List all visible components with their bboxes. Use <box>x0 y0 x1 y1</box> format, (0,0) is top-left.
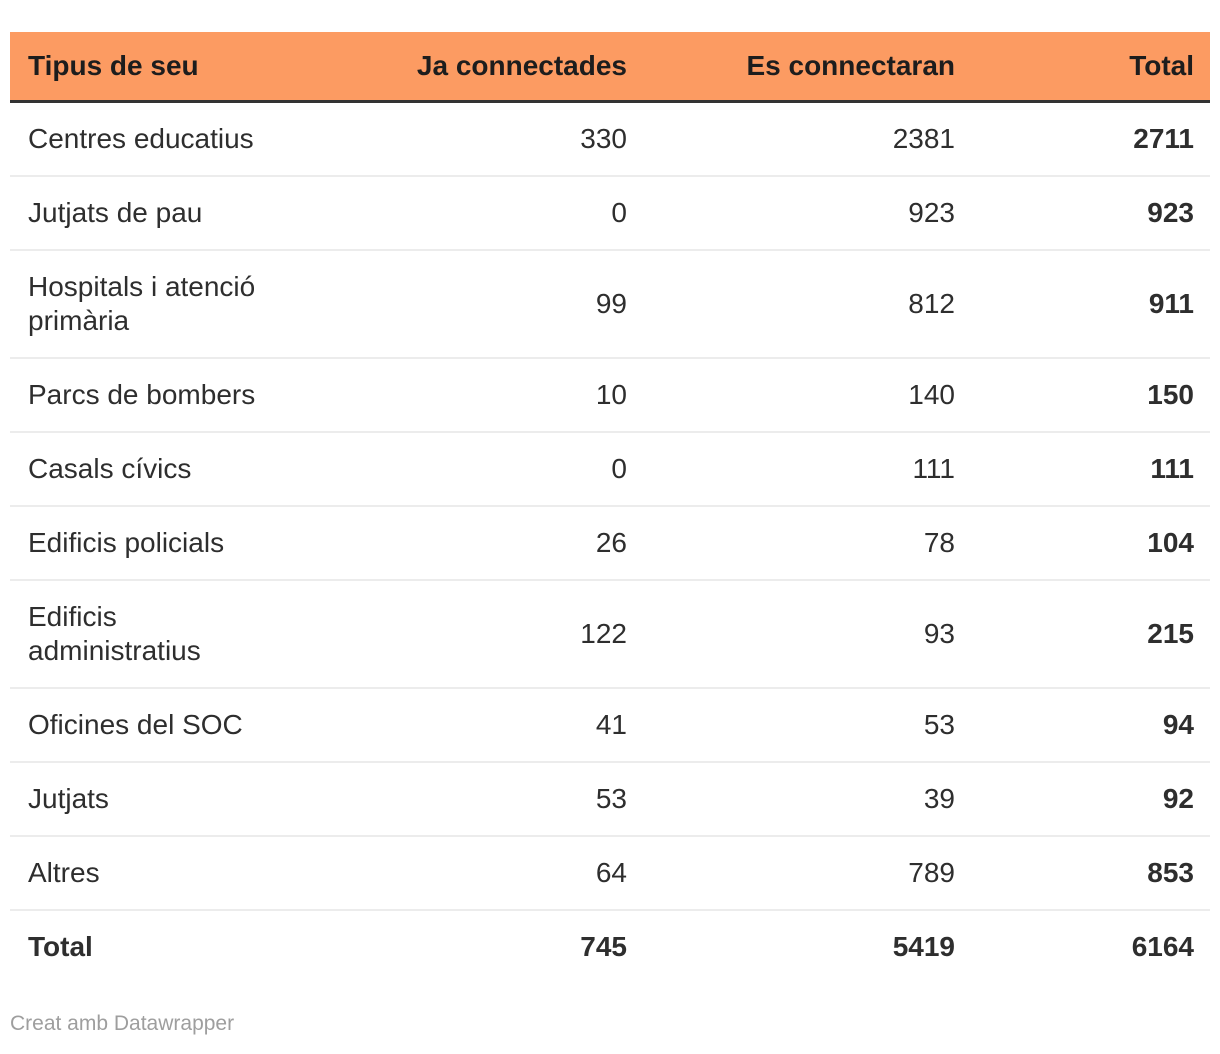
cell-total: 853 <box>1147 857 1194 888</box>
row-label: Edificis policials <box>28 527 225 558</box>
credit-line: Creat amb Datawrapper <box>10 1011 1210 1037</box>
cell-ja-connectades: 330 <box>580 123 627 154</box>
row-edificis-policials: Edificis policials 26 78 104 <box>10 506 1210 580</box>
row-hospitals-i-atencio-primaria: Hospitals i atenció primària 99 812 911 <box>10 250 1210 358</box>
row-label: Altres <box>28 857 100 888</box>
cell-total: 92 <box>1162 783 1194 814</box>
cell-ja-connectades: 745 <box>580 931 627 962</box>
cell-ja-connectades: 64 <box>595 857 627 888</box>
cell-total: 923 <box>1147 197 1194 228</box>
header-row: Tipus de seu Ja connectades Es connectar… <box>10 32 1210 103</box>
row-label: Hospitals i atenció primària <box>28 271 256 336</box>
cell-ja-connectades: 122 <box>580 618 627 649</box>
row-label: Total <box>28 931 93 962</box>
row-label: Jutjats de pau <box>28 197 203 228</box>
row-casals-civics: Casals cívics 0 111 111 <box>10 432 1210 506</box>
cell-total: 104 <box>1147 527 1194 558</box>
column-header-tipus-de-seu: Tipus de seu <box>10 32 316 103</box>
total-row: Total 745 5419 6164 <box>10 910 1210 983</box>
cell-total: 6164 <box>1131 931 1194 962</box>
row-label: Casals cívics <box>28 453 192 484</box>
cell-ja-connectades: 0 <box>611 197 627 228</box>
cell-ja-connectades: 53 <box>595 783 627 814</box>
cell-ja-connectades: 0 <box>611 453 627 484</box>
row-label: Edificis administratius <box>28 601 201 666</box>
row-parcs-de-bombers: Parcs de bombers 10 140 150 <box>10 358 1210 432</box>
cell-es-connectaran: 812 <box>908 288 955 319</box>
cell-total: 94 <box>1162 709 1194 740</box>
cell-total: 111 <box>1150 453 1194 484</box>
row-oficines-del-soc: Oficines del SOC 41 53 94 <box>10 688 1210 762</box>
cell-es-connectaran: 53 <box>923 709 955 740</box>
cell-es-connectaran: 140 <box>908 379 955 410</box>
cell-total: 215 <box>1147 618 1194 649</box>
row-label: Parcs de bombers <box>28 379 256 410</box>
cell-es-connectaran: 789 <box>908 857 955 888</box>
row-label: Centres educatius <box>28 123 254 154</box>
cell-total: 150 <box>1147 379 1194 410</box>
cell-total: 911 <box>1148 288 1194 319</box>
row-centres-educatius: Centres educatius 330 2381 2711 <box>10 102 1210 177</box>
cell-ja-connectades: 26 <box>595 527 627 558</box>
row-jutjats-de-pau: Jutjats de pau 0 923 923 <box>10 176 1210 250</box>
cell-es-connectaran: 5419 <box>892 931 955 962</box>
row-label: Jutjats <box>28 783 109 814</box>
column-header-ja-connectades: Ja connectades <box>316 32 643 103</box>
cell-es-connectaran: 111 <box>912 453 955 484</box>
cell-es-connectaran: 39 <box>923 783 955 814</box>
data-table: Tipus de seu Ja connectades Es connectar… <box>10 32 1210 983</box>
cell-total: 2711 <box>1133 123 1194 154</box>
row-edificis-administratius: Edificis administratius 122 93 215 <box>10 580 1210 688</box>
cell-ja-connectades: 99 <box>595 288 627 319</box>
cell-ja-connectades: 41 <box>595 709 627 740</box>
credit-text: Creat amb Datawrapper <box>10 1012 235 1035</box>
column-header-total: Total <box>971 32 1210 103</box>
cell-es-connectaran: 2381 <box>892 123 955 154</box>
cell-ja-connectades: 10 <box>595 379 627 410</box>
row-altres: Altres 64 789 853 <box>10 836 1210 910</box>
row-jutjats: Jutjats 53 39 92 <box>10 762 1210 836</box>
cell-es-connectaran: 78 <box>923 527 955 558</box>
column-header-es-connectaran: Es connectaran <box>643 32 971 103</box>
cell-es-connectaran: 93 <box>923 618 955 649</box>
cell-es-connectaran: 923 <box>908 197 955 228</box>
row-label: Oficines del SOC <box>28 709 243 740</box>
